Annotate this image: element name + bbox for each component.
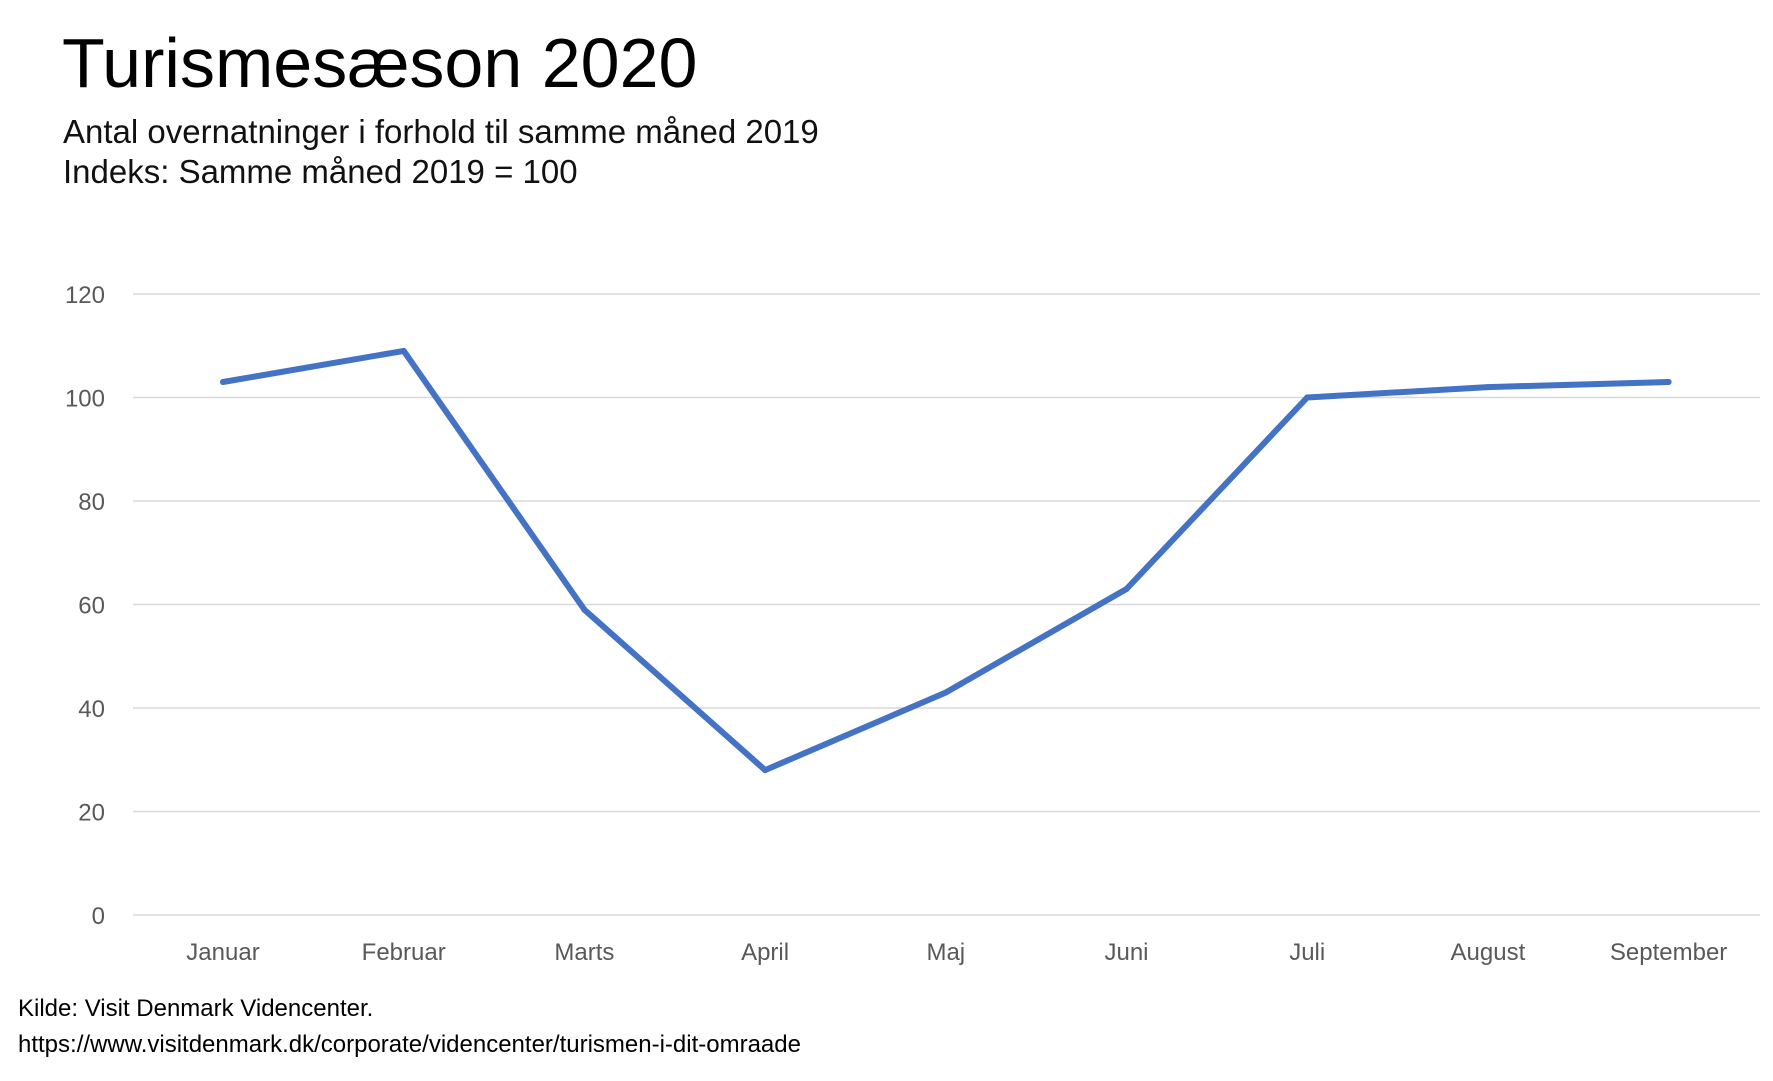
y-tick-label: 0: [92, 903, 105, 930]
data-point: [762, 767, 769, 774]
y-tick-label: 40: [78, 696, 105, 723]
x-tick-label: Januar: [186, 939, 259, 966]
source-url: https://www.visitdenmark.dk/corporate/vi…: [18, 1031, 801, 1058]
x-tick-label: April: [741, 939, 789, 966]
data-point: [400, 347, 407, 354]
data-point: [1665, 378, 1672, 385]
x-tick-label: Februar: [362, 939, 446, 966]
y-tick-label: 120: [65, 282, 105, 309]
y-tick-label: 60: [78, 593, 105, 620]
data-point: [1304, 394, 1311, 401]
x-tick-label: Juli: [1289, 939, 1325, 966]
data-point: [581, 606, 588, 613]
chart-subtitle-line-2: Indeks: Samme måned 2019 = 100: [63, 153, 578, 190]
chart-title: Turismesæson 2020: [62, 24, 698, 102]
x-tick-label: Marts: [554, 939, 614, 966]
x-tick-label: Juni: [1104, 939, 1148, 966]
data-point: [1484, 384, 1491, 391]
x-tick-label: August: [1451, 939, 1526, 966]
data-point: [942, 689, 949, 696]
y-tick-label: 80: [78, 489, 105, 516]
y-tick-label: 20: [78, 800, 105, 827]
source-label: Kilde: Visit Denmark Videncenter.: [18, 995, 374, 1022]
chart-subtitle-line-1: Antal overnatninger i forhold til samme …: [63, 113, 819, 150]
x-tick-label: Maj: [926, 939, 965, 966]
series-line: [220, 347, 1672, 774]
x-tick-label: September: [1610, 939, 1727, 966]
y-tick-label: 100: [65, 386, 105, 413]
data-point: [1123, 585, 1130, 592]
data-point: [220, 378, 226, 385]
